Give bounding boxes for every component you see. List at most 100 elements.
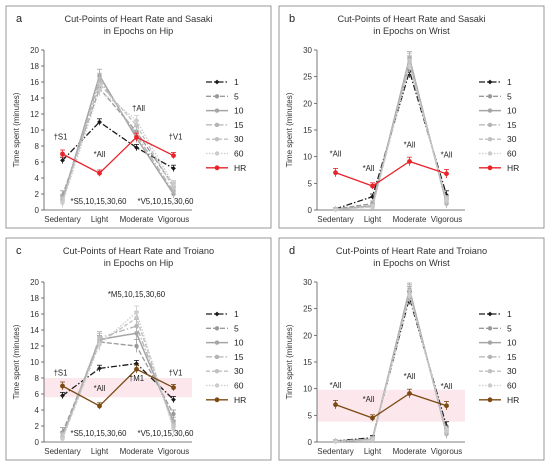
legend-item-30: 30 [206, 134, 244, 144]
series-line [61, 78, 175, 201]
legend-item-10: 10 [206, 338, 244, 348]
series-line [335, 392, 447, 419]
data-point [60, 383, 65, 389]
chart-panel-b: b Cut-Points of Heart Rate and Sasaki in E… [278, 5, 545, 229]
legend-item-30: 30 [479, 366, 517, 376]
data-point [171, 182, 176, 187]
series-HR [333, 388, 449, 422]
chart-title: Cut-Points of Heart Rate and Troiano [63, 246, 214, 256]
chart-panel-d: d Cut-Points of Heart Rate and Troiano in … [278, 237, 545, 461]
legend-label: 10 [507, 106, 517, 116]
y-tick-label: 6 [35, 390, 40, 399]
annotation-label: *All [441, 382, 453, 391]
legend-label: 1 [234, 77, 239, 87]
data-point [444, 428, 449, 433]
legend-label: 5 [507, 91, 512, 101]
data-point [333, 439, 338, 444]
data-point [134, 361, 139, 366]
y-tick-label: 20 [303, 331, 312, 340]
legend-marker [214, 354, 220, 360]
x-tick-label: Vigorous [431, 215, 462, 224]
legend-label: HR [234, 395, 246, 405]
legend-label: 60 [507, 149, 517, 159]
series-line [62, 362, 174, 401]
data-point [97, 366, 102, 371]
legend-marker [487, 94, 493, 99]
legend-label: 30 [507, 134, 517, 144]
series-line [61, 341, 175, 433]
data-point [171, 385, 176, 390]
annotation-label: *All [330, 150, 342, 159]
x-tick-label: Moderate [120, 447, 154, 456]
legend-label: 60 [234, 149, 244, 159]
y-axis-title: Time spent (minutes) [285, 324, 294, 399]
y-tick-label: 6 [35, 158, 40, 167]
legend-marker [214, 383, 220, 388]
series-line [61, 332, 175, 437]
y-tick-label: 25 [303, 73, 312, 82]
x-tick-label: Sedentary [317, 447, 353, 456]
data-point [444, 171, 449, 177]
data-point [134, 366, 139, 372]
annotation-label: *All [94, 150, 106, 159]
x-tick-label: Sedentary [317, 215, 353, 224]
legend-label: 15 [507, 120, 517, 130]
annotation-label: †M1 [129, 374, 144, 383]
annotation-label: †S1 [54, 369, 68, 378]
annotation-label: *All [363, 395, 375, 404]
y-tick-label: 14 [30, 94, 39, 103]
data-point [60, 151, 65, 157]
data-point [60, 393, 65, 398]
data-point [134, 331, 139, 336]
legend-label: 5 [234, 91, 239, 101]
data-point [134, 323, 139, 329]
legend-item-5: 5 [206, 323, 239, 333]
y-tick-label: 4 [35, 406, 40, 415]
panel-letter: b [289, 13, 295, 25]
legend-label: 1 [234, 309, 239, 319]
legend-label: 30 [234, 134, 244, 144]
series-line [335, 160, 447, 187]
data-point [370, 437, 375, 443]
legend-item-15: 15 [479, 352, 517, 362]
chart-panel-c: c Cut-Points of Heart Rate and Troiano in … [5, 237, 272, 461]
data-point [134, 343, 139, 349]
legend-label: 10 [234, 338, 244, 348]
annotation-label: †V1 [169, 133, 183, 142]
series-HR [60, 132, 176, 177]
y-tick-label: 8 [35, 142, 40, 151]
y-tick-label: 2 [35, 422, 40, 431]
chart-subtitle: in Epochs on Hip [104, 258, 173, 268]
legend-label: 30 [234, 366, 244, 376]
legend-item-60: 60 [206, 381, 244, 391]
legend-item-10: 10 [206, 106, 244, 116]
x-tick-label: Sedentary [44, 215, 80, 224]
legend-label: 5 [234, 323, 239, 333]
y-axis-title: Time spent (minutes) [12, 324, 21, 399]
data-point [171, 427, 176, 432]
legend-item-60: 60 [479, 149, 517, 159]
y-tick-label: 10 [30, 126, 39, 135]
legend-marker [487, 326, 493, 331]
legend-item-10: 10 [479, 338, 517, 348]
data-point [171, 153, 176, 159]
legend-label: 30 [507, 366, 517, 376]
data-point [97, 119, 102, 125]
y-tick-label: 10 [30, 358, 39, 367]
series-HR [60, 364, 176, 410]
legend-marker [487, 165, 493, 171]
data-point [444, 197, 449, 203]
x-tick-label: Vigorous [158, 215, 189, 224]
series-60 [60, 83, 176, 208]
y-tick-label: 14 [30, 326, 39, 335]
legend-label: 1 [507, 309, 512, 319]
panel-border [5, 237, 272, 461]
annotation-label: †All [132, 104, 145, 113]
series-line [62, 368, 174, 407]
y-tick-label: 15 [303, 358, 312, 367]
legend-item-15: 15 [206, 352, 244, 362]
panel-letter: c [16, 245, 22, 257]
